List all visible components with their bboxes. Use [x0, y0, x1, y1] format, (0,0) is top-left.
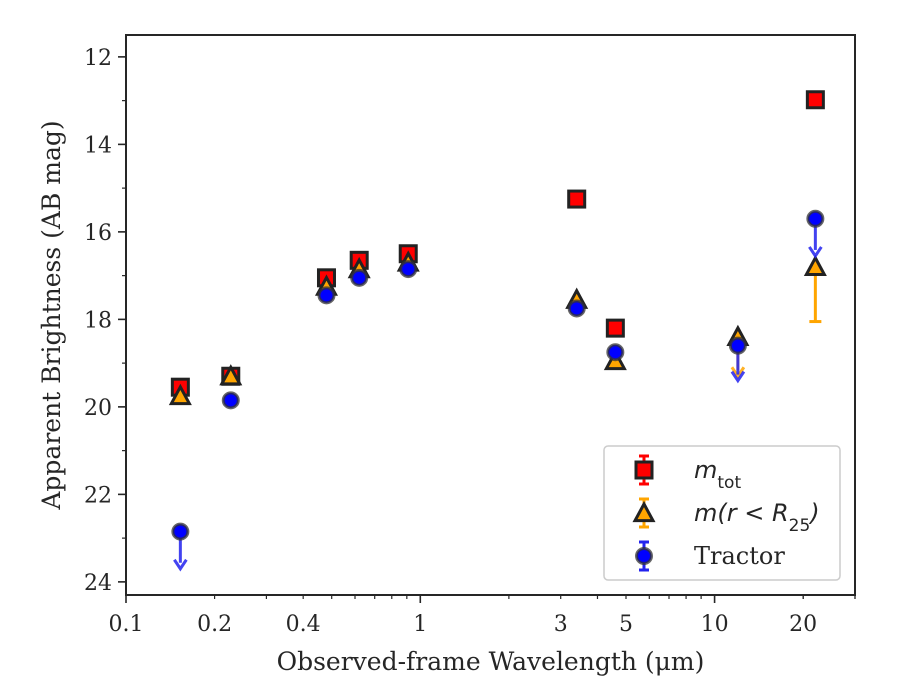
- x-tick-label: 3: [554, 612, 568, 637]
- legend-entry-square: mtot: [634, 454, 741, 493]
- series-square: [170, 90, 825, 397]
- y-tick-label: 16: [84, 221, 112, 246]
- x-tick-label: 0.2: [197, 612, 232, 637]
- legend-entry-triangle: m(r < R25): [632, 497, 820, 536]
- series-circle: [171, 209, 825, 572]
- square-marker: [605, 318, 625, 338]
- y-tick-label: 22: [84, 483, 112, 508]
- circle-marker: [171, 522, 190, 541]
- plot-frame: [125, 34, 856, 596]
- x-tick-label: 0.1: [109, 612, 144, 637]
- circle-marker: [567, 299, 586, 318]
- y-tick-label: 24: [84, 571, 112, 596]
- y-axis-title: Apparent Brightness (AB mag): [37, 120, 66, 510]
- legend-label-main: m: [694, 456, 717, 484]
- upper-limit-arrow-head: [730, 366, 746, 379]
- legend-circle-marker: [635, 547, 653, 565]
- upper-limit-arrow-head: [808, 246, 823, 259]
- circle-marker: [399, 260, 418, 279]
- legend-label-main: Tractor: [694, 542, 785, 570]
- circle-marker: [728, 336, 747, 355]
- square-marker: [567, 189, 587, 209]
- circle-marker: [221, 391, 240, 410]
- x-tick-label: 20: [789, 612, 817, 637]
- upper-limit-arrow-head: [173, 558, 188, 572]
- legend-label: m(r < R25): [694, 499, 820, 536]
- legend-box: [603, 445, 841, 581]
- x-tick-label: 0.4: [286, 612, 321, 637]
- legend: mtot m(r < R25) Tractor: [603, 445, 841, 581]
- square-marker: [805, 90, 825, 110]
- triangle-marker: [168, 383, 192, 406]
- triangle-marker: [803, 254, 827, 277]
- legend-square-marker: [634, 460, 654, 480]
- y-tick-label: 20: [84, 396, 112, 421]
- x-tick-label: 1: [413, 612, 427, 637]
- x-tick-label: 10: [701, 612, 729, 637]
- legend-triangle-marker: [632, 500, 656, 523]
- x-tick-label: 5: [619, 612, 633, 637]
- circle-marker: [806, 209, 825, 228]
- triangle-marker: [219, 364, 243, 386]
- legend-label: Tractor: [694, 542, 785, 570]
- circle-marker: [317, 286, 336, 305]
- y-tick-label: 18: [84, 308, 112, 333]
- series-marks: [168, 90, 827, 572]
- axes: 12 14 16 18 20 22 24 0.1 0.2 0.4 1 3 5 10 20: [84, 34, 856, 637]
- legend-entry-circle: Tractor: [635, 540, 785, 572]
- circle-marker: [350, 268, 369, 287]
- x-axis-title: Observed-frame Wavelength (μm): [277, 647, 705, 676]
- circle-marker: [606, 343, 625, 362]
- y-tick-label: 14: [84, 133, 112, 158]
- upper-limit-arrow-head: [730, 370, 746, 384]
- legend-label-end: ): [808, 499, 819, 527]
- legend-label-subscript: 25: [789, 516, 811, 536]
- legend-label-subscript: tot: [717, 473, 741, 493]
- legend-label: mtot: [694, 456, 741, 493]
- y-tick-label: 12: [84, 46, 112, 71]
- series-triangle: [168, 250, 827, 406]
- legend-label-main: m(r < R: [694, 499, 789, 527]
